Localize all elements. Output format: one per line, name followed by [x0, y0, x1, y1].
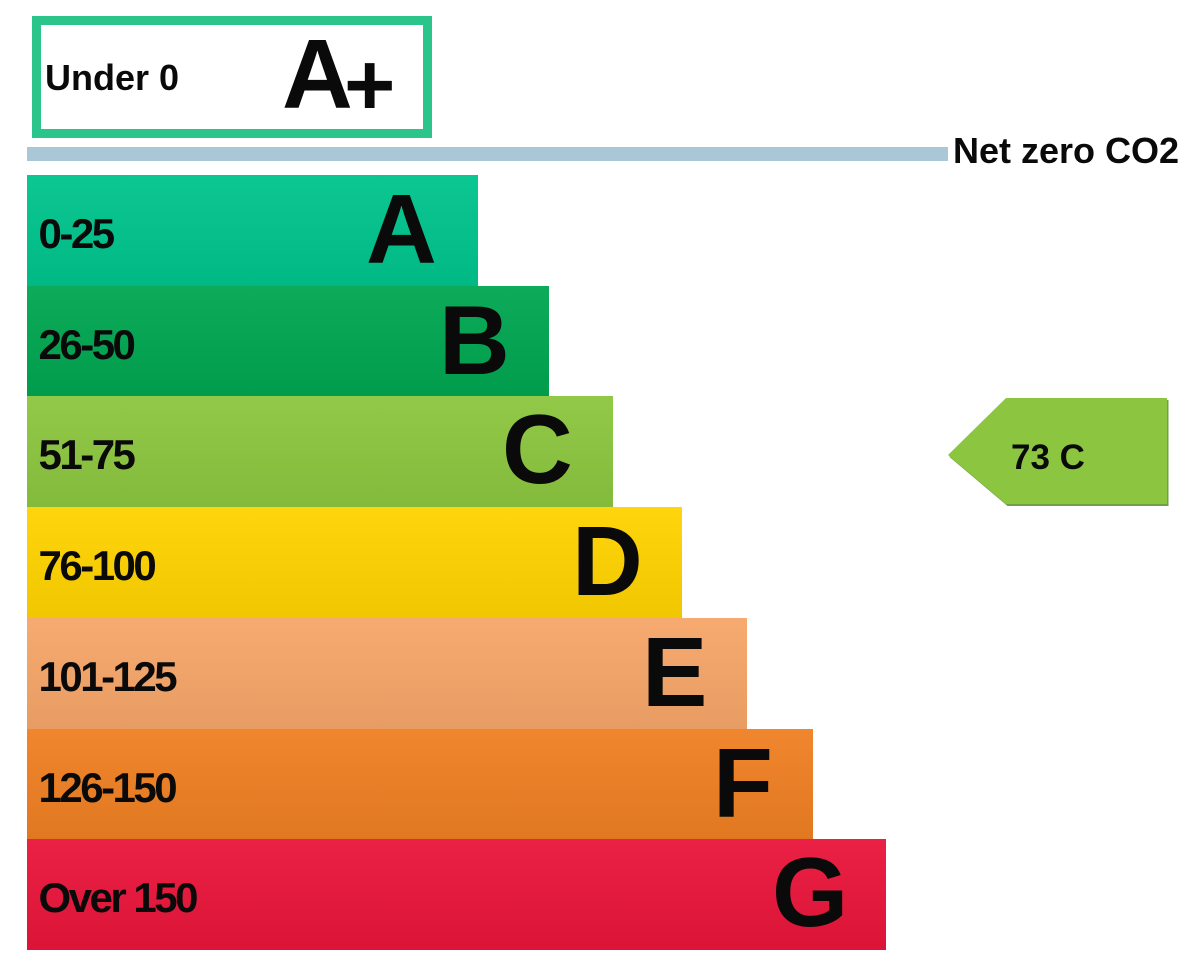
- svg-text:73 C: 73 C: [1011, 438, 1085, 477]
